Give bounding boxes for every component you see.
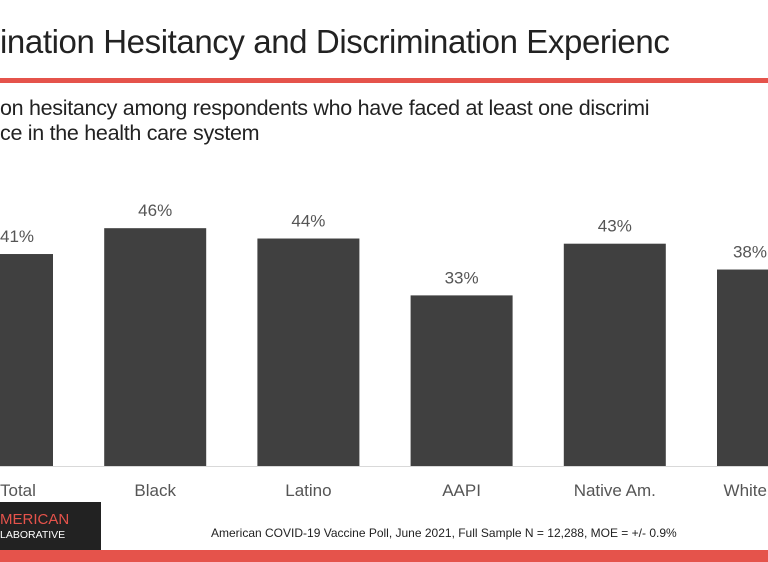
data-label: 41% bbox=[0, 227, 34, 246]
bar-total bbox=[0, 254, 53, 466]
category-label: Latino bbox=[285, 481, 331, 500]
footer-accent-bar bbox=[0, 550, 768, 562]
logo-text-line-1: MERICAN bbox=[0, 511, 70, 528]
bar-native-am bbox=[563, 243, 666, 466]
category-label: White bbox=[724, 481, 767, 500]
subtitle-line-2: ce in the health care system bbox=[0, 121, 260, 145]
logo: MERICAN LABORATIVE bbox=[0, 502, 101, 550]
category-label: Total bbox=[0, 481, 36, 500]
data-label: 44% bbox=[291, 212, 325, 231]
data-label: 46% bbox=[138, 201, 172, 220]
title-divider bbox=[0, 78, 768, 83]
bar-latino bbox=[257, 238, 360, 466]
bar-black bbox=[104, 228, 207, 466]
data-label: 38% bbox=[733, 243, 767, 262]
source-note: American COVID-19 Vaccine Poll, June 202… bbox=[211, 526, 677, 540]
category-label: AAPI bbox=[442, 481, 481, 500]
subtitle-line-1: on hesitancy among respondents who have … bbox=[0, 96, 650, 120]
category-label: Native Am. bbox=[574, 481, 656, 500]
data-label: 33% bbox=[445, 268, 479, 287]
category-label: Black bbox=[134, 481, 176, 500]
slide-subtitle: on hesitancy among respondents who have … bbox=[0, 96, 649, 146]
data-label: 43% bbox=[598, 217, 632, 236]
slide-title: ination Hesitancy and Discrimination Exp… bbox=[0, 23, 670, 60]
bar-white bbox=[717, 269, 768, 466]
bar-aapi bbox=[410, 295, 513, 466]
logo-text-line-2: LABORATIVE bbox=[0, 529, 66, 541]
